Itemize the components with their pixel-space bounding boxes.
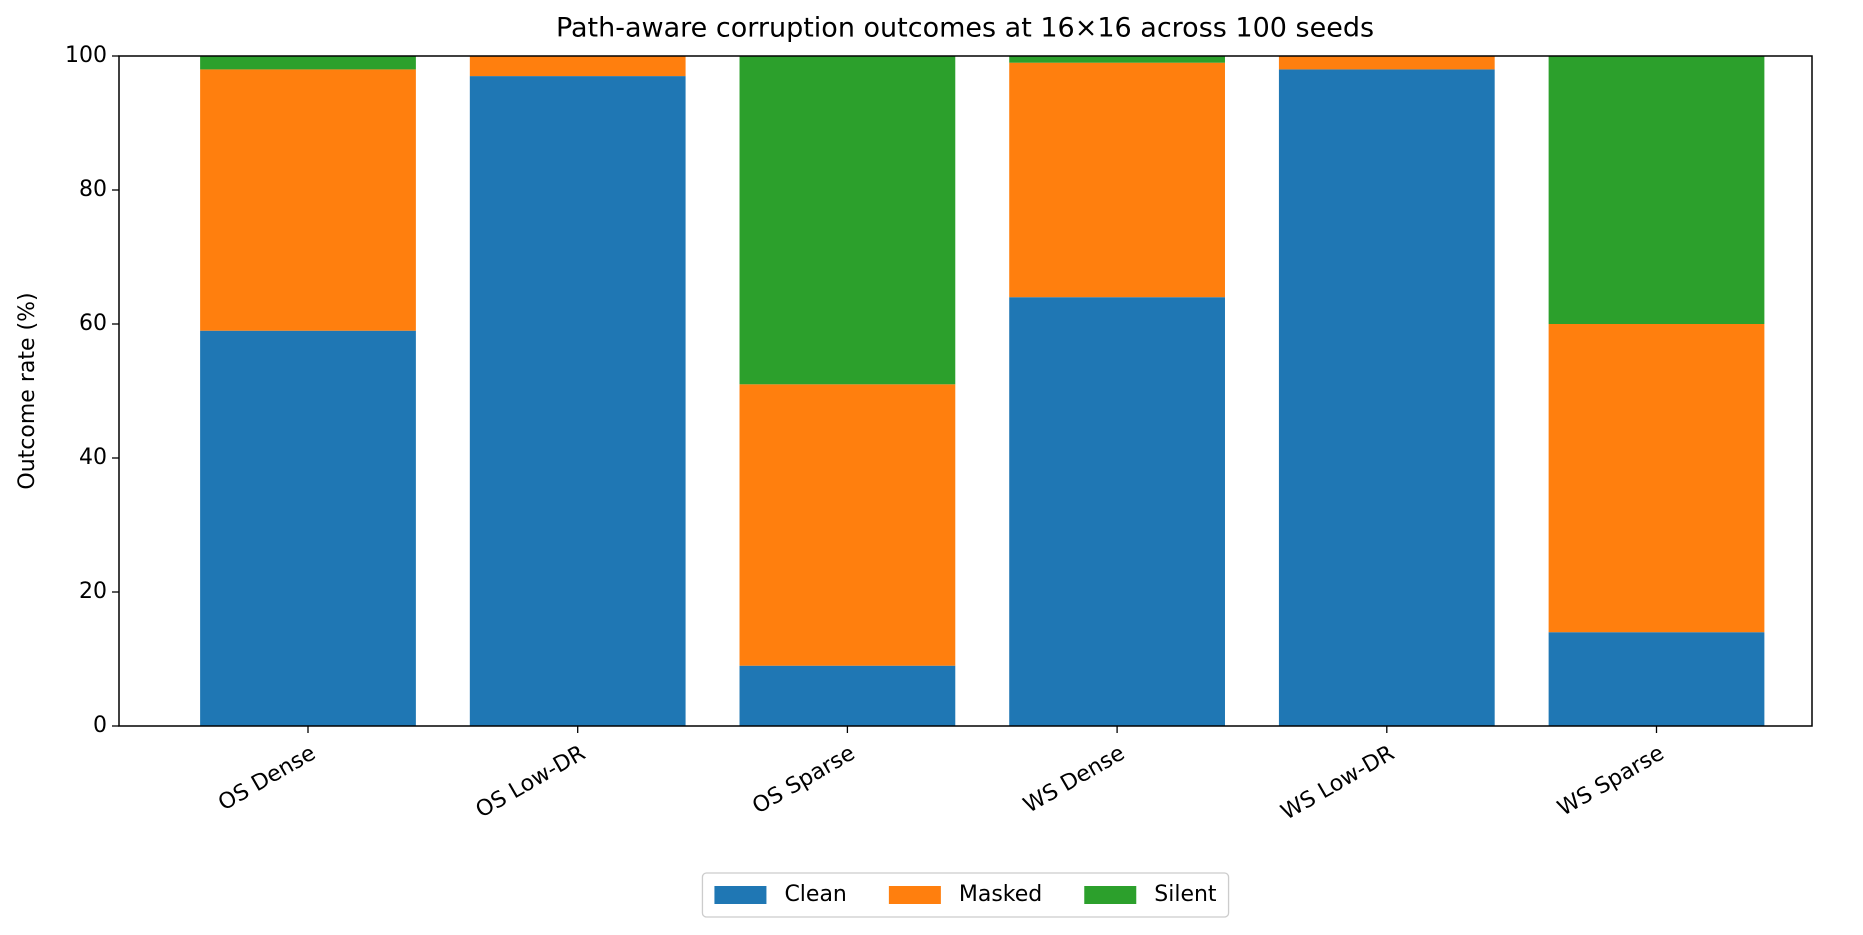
bar-segment (1009, 297, 1225, 726)
bar-segment (200, 330, 416, 726)
x-tick-label: OS Sparse (748, 741, 859, 820)
y-tick-label: 20 (79, 579, 107, 604)
legend-label: Masked (959, 882, 1042, 907)
bar-segment (200, 56, 416, 70)
bar-segment (1278, 69, 1495, 726)
legend-swatch (888, 886, 941, 904)
bar-segment (1009, 62, 1225, 298)
y-tick-label: 80 (79, 177, 107, 202)
chart-title: Path-aware corruption outcomes at 16×16 … (556, 13, 1374, 44)
bar-segment (200, 69, 416, 331)
y-tick-label: 60 (79, 311, 107, 336)
legend-swatch (1084, 886, 1137, 904)
y-tick-label: 100 (65, 43, 107, 68)
plot-frame (118, 55, 1813, 727)
bar-segment (1278, 56, 1495, 70)
bar-segment (469, 76, 686, 727)
bar-segment (1548, 324, 1765, 633)
y-tick-label: 40 (79, 445, 107, 470)
legend-swatch (714, 886, 767, 904)
legend-label: Clean (784, 882, 846, 907)
legend-frame (701, 872, 1230, 918)
x-tick-label: WS Dense (1019, 741, 1129, 819)
x-tick-label: WS Sparse (1554, 741, 1669, 822)
y-tick-label: 0 (93, 713, 107, 738)
x-tick-label: WS Low-DR (1277, 741, 1399, 826)
bar-segment (1548, 56, 1765, 324)
bar-segment (1009, 56, 1225, 63)
y-axis-label: Outcome rate (%) (15, 292, 40, 489)
bar-segment (739, 56, 956, 385)
bar-segment (469, 56, 686, 77)
legend: Clean Masked Silent (701, 872, 1230, 918)
legend-label: Silent (1154, 882, 1217, 907)
bar-segment (739, 384, 956, 666)
bar-segment (1548, 632, 1765, 726)
x-tick-label: OS Low-DR (472, 741, 590, 824)
bar-segment (739, 665, 956, 726)
x-tick-label: OS Dense (214, 741, 320, 817)
